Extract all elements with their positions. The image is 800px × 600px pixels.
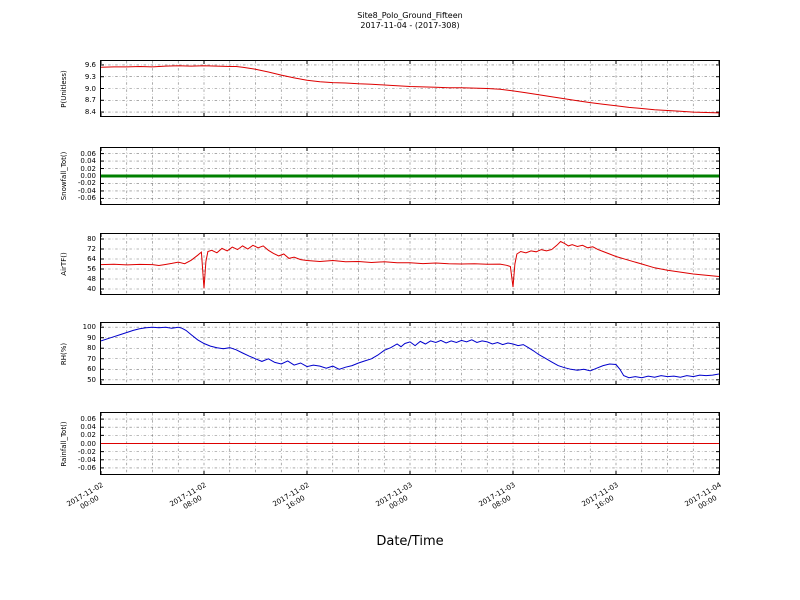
- series-line-RH: [101, 326, 719, 379]
- x-tick-label: 2017-11-02 00:00: [65, 481, 105, 512]
- y-tick-label: 64: [87, 255, 96, 263]
- y-tick-label: 0.00: [80, 439, 96, 448]
- plot-canvas-snowfall: [101, 148, 719, 204]
- y-tick-label: 0.06: [80, 149, 96, 158]
- y-tick-label: -0.02: [77, 447, 96, 456]
- subplot-rainfall: Rainfall_Tot() 0.06 0.04 0.02 0.00 -0.02 -0.0…: [0, 412, 800, 475]
- y-tick-label: 100: [82, 323, 96, 332]
- y-tick-label: 90: [87, 333, 96, 342]
- y-tick-label: 50: [87, 375, 96, 384]
- plot-area-airtf: [100, 233, 720, 295]
- series-line-PUnitless: [101, 65, 719, 114]
- plot-area-rh: [100, 322, 720, 385]
- series-line-AirTF: [101, 240, 719, 289]
- y-tick-label: 0.00: [80, 172, 96, 180]
- y-tick-label: 0.04: [80, 157, 96, 166]
- plot-area-punitless: [100, 60, 720, 117]
- plot-canvas-punitless: [101, 61, 719, 116]
- y-tick-label: 8.4: [84, 108, 96, 117]
- chart-subtitle: 2017-11-04 - (2017-308): [360, 21, 460, 30]
- y-tick-label: 9.6: [84, 60, 96, 69]
- y-tick-label: 56: [87, 265, 96, 273]
- plot-area-rainfall: [100, 412, 720, 475]
- x-axis-title: Date/Time: [376, 534, 444, 549]
- subplot-snowfall: Snowfall_Tot() 0.06 0.04 0.02 0.00 -0.02 -0.0…: [0, 147, 800, 205]
- y-tick-label: -0.04: [77, 186, 96, 195]
- y-tick-label: 0.02: [80, 431, 96, 440]
- y-tick-label: 9.0: [84, 84, 96, 93]
- y-tick-label: 60: [87, 365, 96, 374]
- y-tick-label: -0.06: [77, 463, 96, 472]
- plot-canvas-rainfall: [101, 413, 719, 474]
- plot-canvas-airtf: [101, 234, 719, 294]
- y-tick-label: -0.06: [77, 194, 96, 203]
- x-tick-label: 2017-11-02 08:00: [168, 481, 208, 512]
- y-tick-label: 40: [87, 285, 96, 293]
- plot-area-snowfall: [100, 147, 720, 205]
- y-tick-label: -0.02: [77, 179, 96, 188]
- y-tick-label: 0.04: [80, 423, 96, 432]
- y-tick-label: 48: [87, 275, 96, 283]
- x-tick-label: 2017-11-02 16:00: [271, 481, 311, 512]
- y-tick-label: -0.04: [77, 455, 96, 464]
- x-tick-label: 2017-11-04 00:00: [683, 481, 723, 512]
- y-tick-label: 9.3: [84, 72, 96, 81]
- y-tick-label: 0.06: [80, 415, 96, 424]
- y-tick-label: 80: [87, 235, 96, 243]
- x-tick-label: 2017-11-03 16:00: [580, 481, 620, 512]
- plot-canvas-rh: [101, 323, 719, 384]
- subplot-rh: RH(%) 100 90 80 70 60 50: [0, 322, 800, 385]
- y-tick-label: 8.7: [84, 96, 96, 105]
- chart-title: Site8_Polo_Ground_Fifteen: [357, 11, 463, 20]
- x-tick-label: 2017-11-03 08:00: [477, 481, 517, 512]
- y-tick-label: 0.02: [80, 164, 96, 173]
- subplot-punitless: P(Unitless) 9.6 9.3 9.0 8.7 8.4: [0, 60, 800, 117]
- x-tick-label: 2017-11-03 00:00: [374, 481, 414, 512]
- y-tick-label: 72: [87, 245, 96, 253]
- y-tick-label: 80: [87, 344, 96, 353]
- subplot-airtf: AirTF() 80 72 64 56 48 40: [0, 233, 800, 295]
- x-tick-labels: 2017-11-02 00:00 2017-11-02 08:00 2017-11-02…: [0, 477, 800, 539]
- y-tick-label: 70: [87, 354, 96, 363]
